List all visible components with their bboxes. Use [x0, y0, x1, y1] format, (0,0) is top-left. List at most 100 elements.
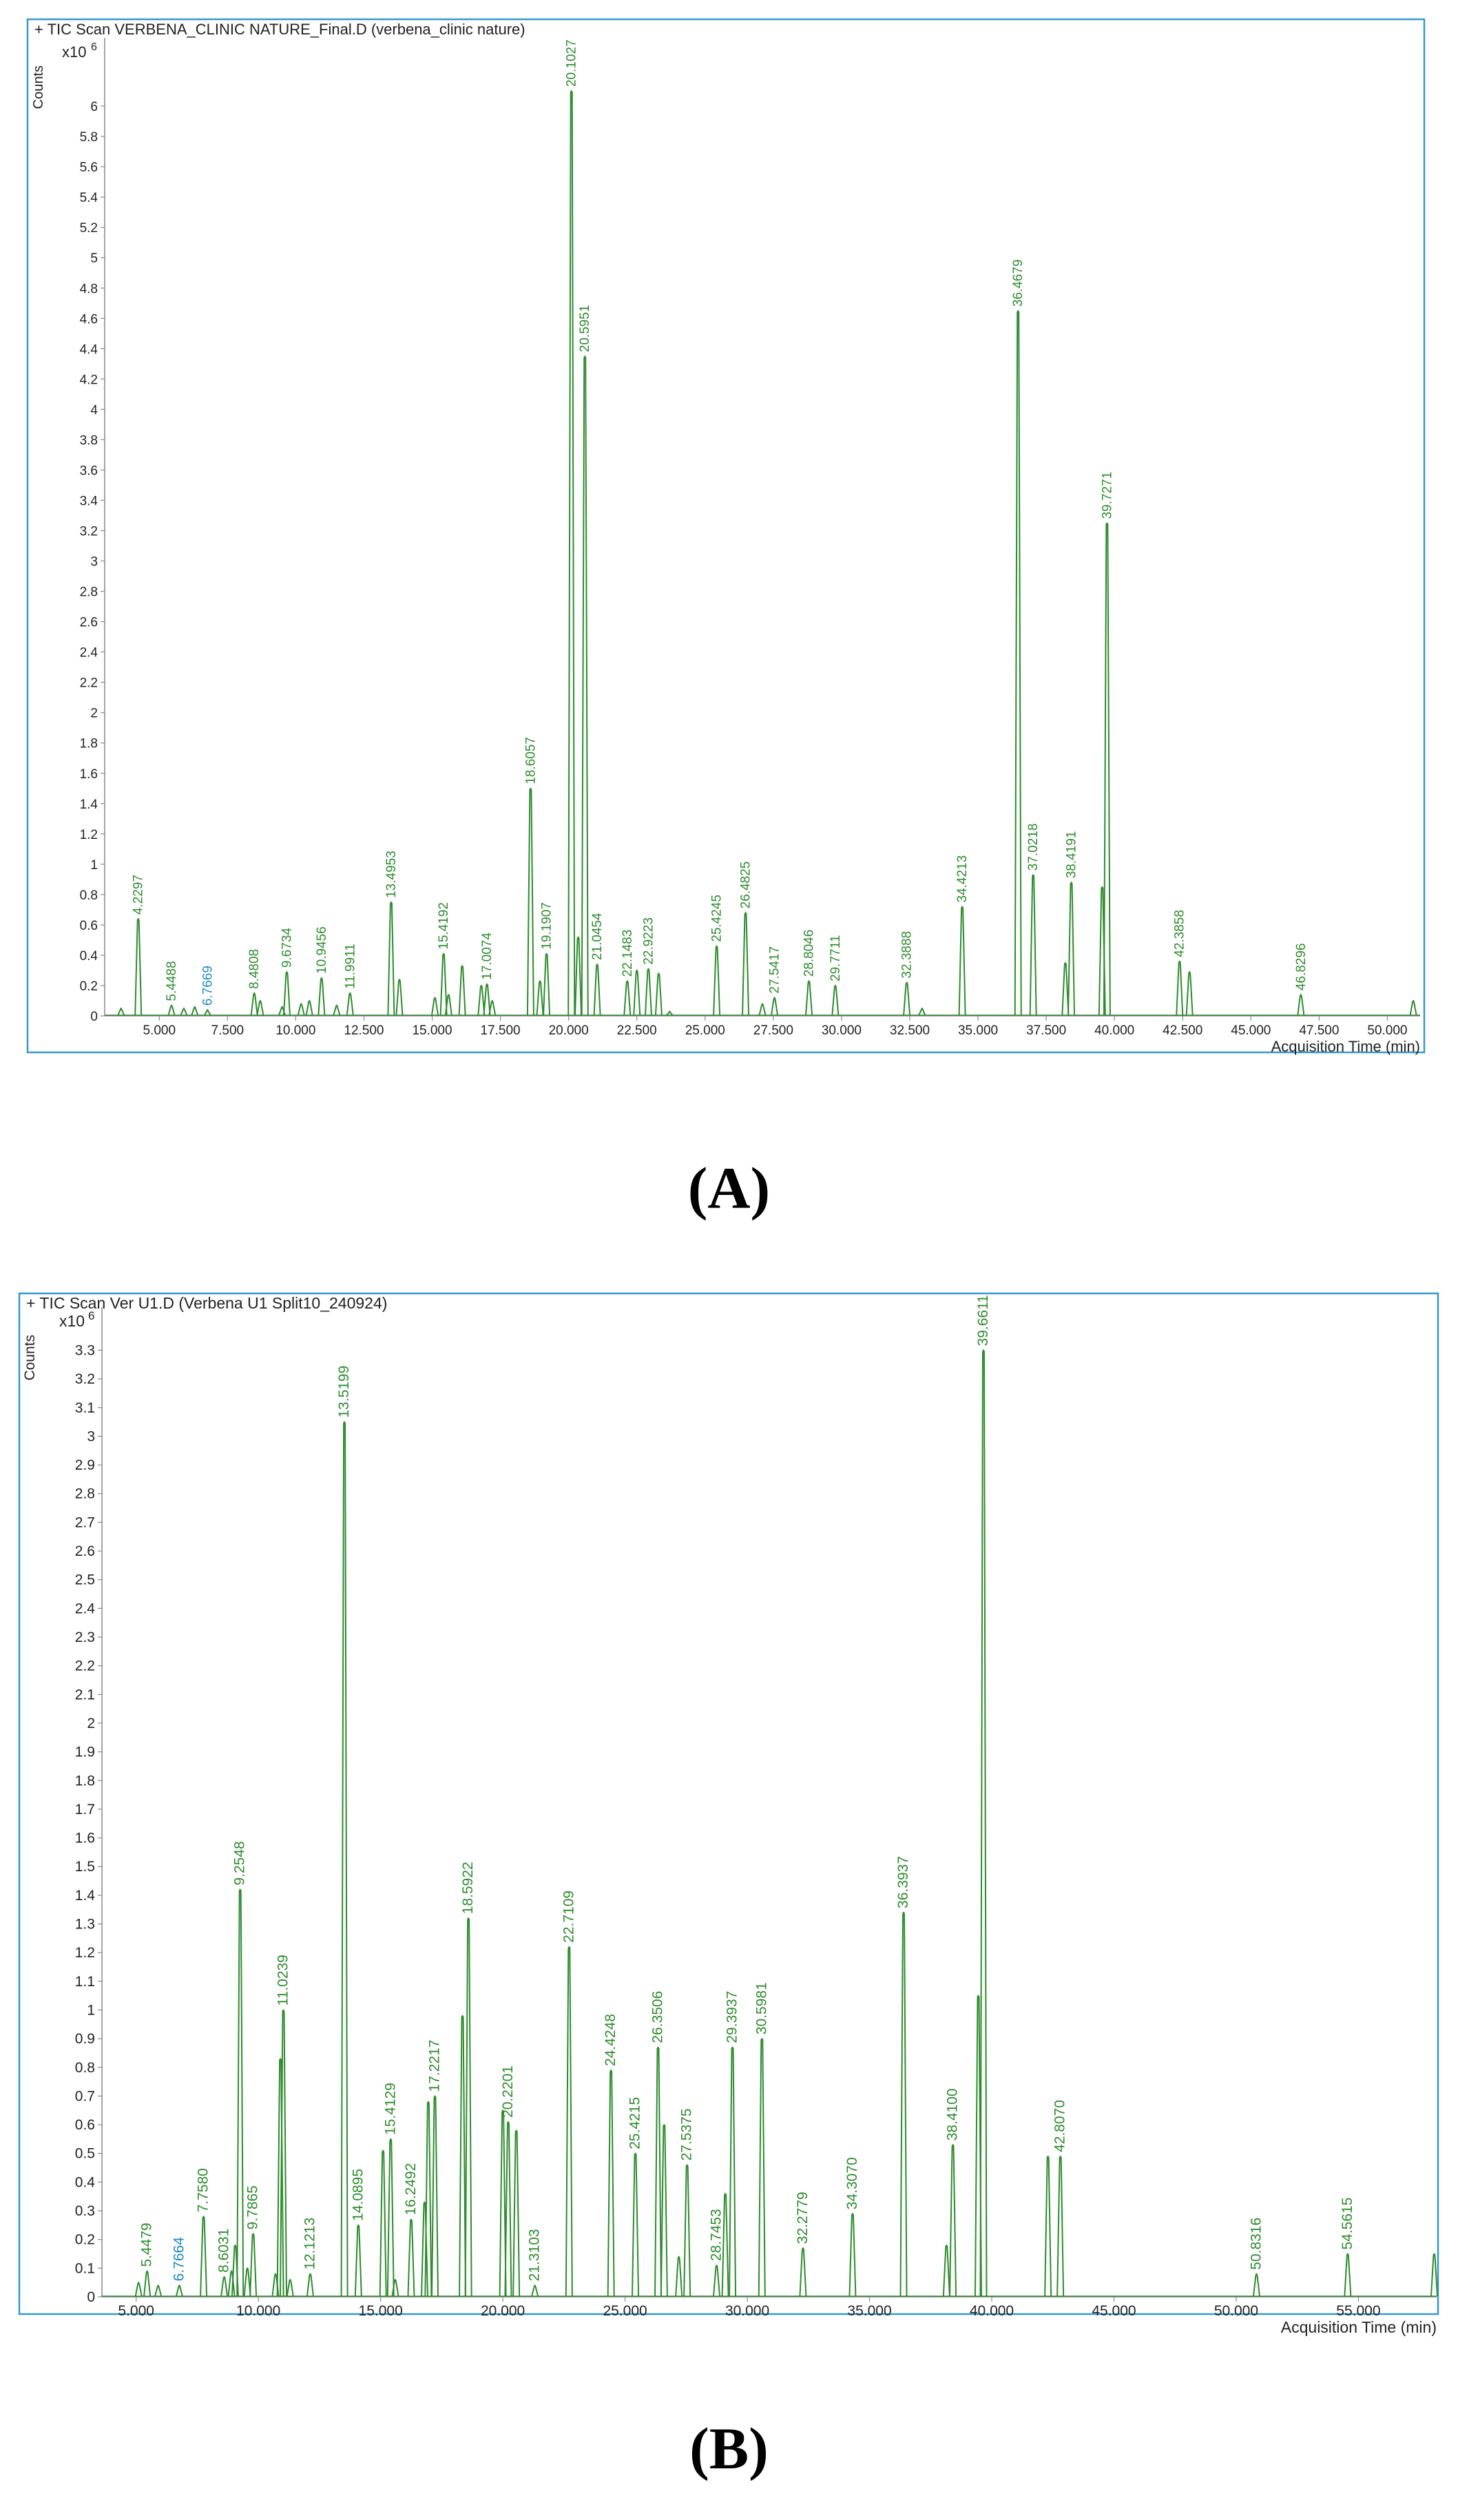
peak [282, 971, 291, 1016]
peak [395, 979, 404, 1016]
y-tick-label: 4.8 [80, 282, 98, 296]
y-tick-label: 2.4 [75, 1601, 96, 1616]
peak [565, 1946, 573, 2297]
peak-label: 10.9456 [315, 926, 329, 974]
peak [593, 964, 601, 1016]
peak [305, 999, 313, 1016]
peak [134, 918, 143, 1016]
y-tick-label: 2.2 [80, 676, 98, 691]
peak-label: 27.5417 [768, 946, 782, 994]
peak-label: 16.2492 [403, 2163, 419, 2216]
peak-label: 28.8046 [802, 930, 817, 977]
peak-label: 22.1483 [621, 930, 635, 977]
x-tick-label: 25.000 [685, 1023, 725, 1038]
y-axis-label: Counts [31, 65, 46, 109]
peak [220, 2276, 229, 2297]
peak-label: 19.1907 [540, 902, 554, 950]
y-tick-label: 2.9 [75, 1457, 95, 1473]
x-tick-label: 45.000 [1092, 2303, 1136, 2319]
peak-label: 42.3858 [1173, 910, 1187, 957]
peak [387, 901, 395, 1016]
peak [191, 1006, 199, 1016]
y-tick-label: 0.2 [80, 979, 98, 994]
peak [543, 952, 551, 1016]
x-tick-label: 37.500 [1026, 1023, 1066, 1038]
peak [203, 1009, 211, 1016]
peak [175, 2284, 183, 2297]
peak-label: 21.3103 [527, 2229, 543, 2281]
peak [607, 2069, 615, 2297]
peak-label: 39.7271 [1100, 472, 1114, 519]
y-tick-label: 1.2 [75, 1945, 95, 1961]
peak [439, 952, 448, 1016]
peak [771, 997, 778, 1016]
peak [660, 2124, 668, 2297]
peak [1068, 882, 1076, 1016]
peak [134, 2282, 143, 2297]
peak [386, 2138, 395, 2297]
peak [243, 2267, 251, 2297]
peak [949, 2144, 957, 2297]
y-tick-label: 0.4 [75, 2174, 96, 2190]
peak [180, 1007, 188, 1016]
y-tick-label: 0.2 [75, 2232, 95, 2248]
x-tick-label: 22.500 [617, 1023, 657, 1038]
peak-label: 30.5981 [753, 1982, 769, 2034]
x-tick-label: 12.500 [344, 1023, 384, 1038]
x-tick-label: 35.000 [958, 1023, 998, 1038]
y-tick-label: 3.2 [75, 1371, 95, 1387]
peak-label: 38.4191 [1065, 831, 1079, 879]
peak [143, 2270, 152, 2297]
peak [848, 2213, 857, 2297]
chart-header: + TIC Scan VERBENA_CLINIC NATURE_Final.D… [34, 21, 525, 38]
peak [200, 2216, 208, 2297]
y-tick-label: 3.3 [75, 1342, 95, 1358]
peak [675, 2256, 683, 2297]
y-tick-label: 2 [87, 1716, 95, 1731]
peak-label: 8.6031 [216, 2229, 232, 2273]
y-tick-label: 1.6 [75, 1831, 95, 1846]
peak [1430, 2253, 1438, 2297]
y-tick-label: 4.6 [80, 312, 98, 326]
x-tick-label: 15.000 [412, 1023, 452, 1038]
peak [483, 983, 491, 1016]
peak [354, 2224, 362, 2297]
y-tick-label: 2.6 [80, 616, 98, 630]
y-tick-label: 1.8 [75, 1773, 95, 1789]
x-tick-label: 42.500 [1163, 1023, 1202, 1038]
y-tick-label: 3 [87, 1428, 95, 1444]
y-tick-label: 1.8 [80, 737, 98, 751]
x-tick-label: 10.000 [275, 1023, 315, 1038]
peak [306, 2273, 314, 2297]
peak-label: 20.1027 [565, 39, 579, 87]
peak [333, 1004, 341, 1016]
peak [805, 980, 813, 1016]
y-tick-label: 0.8 [80, 888, 98, 903]
y-tick-label: 4 [90, 403, 98, 417]
peak-label: 50.8316 [1248, 2218, 1264, 2270]
y-tick-label: 1.9 [75, 1745, 95, 1760]
y-tick-label: 1.5 [75, 1859, 95, 1875]
peak [742, 912, 750, 1016]
peak-label: 4.2297 [132, 875, 146, 915]
y-tick-label: 0 [87, 2289, 95, 2305]
peak [458, 965, 466, 1016]
peak [1103, 522, 1111, 1016]
peak-label: 15.4129 [382, 2083, 398, 2135]
chromatogram-b: + TIC Scan Ver U1.D (Verbena U1 Split10_… [18, 1292, 1439, 2336]
peak [1061, 961, 1070, 1016]
y-tick-label: 0.7 [75, 2088, 95, 2104]
x-tick-label: 30.000 [725, 2303, 769, 2319]
peak [758, 1003, 767, 1016]
peak [574, 936, 583, 1016]
y-tick-label: 1 [87, 2002, 95, 2018]
peak-label: 6.7664 [171, 2237, 187, 2282]
peak-label: 8.4808 [247, 949, 262, 989]
scale-label: x10 [62, 43, 86, 61]
peak [391, 2279, 399, 2297]
peak [1252, 2273, 1260, 2297]
scale-exponent: 6 [88, 1309, 94, 1322]
peak-label: 20.2201 [500, 2065, 516, 2118]
peak-label: 17.0074 [480, 933, 494, 980]
peak [488, 999, 497, 1016]
